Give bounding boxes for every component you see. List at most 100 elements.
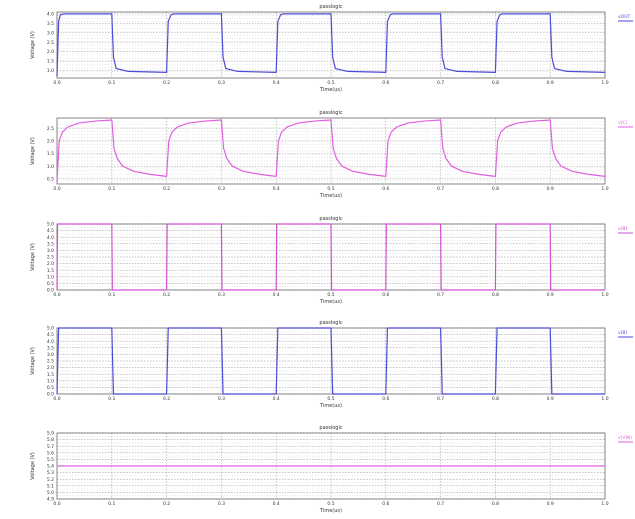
x-tick-label: 0.0 bbox=[53, 292, 60, 298]
x-tick-label: 1.0 bbox=[601, 396, 608, 402]
x-tick-label: 0.5 bbox=[327, 80, 334, 86]
x-tick-label: 0.9 bbox=[547, 80, 554, 86]
y-tick-label: 2.0 bbox=[47, 138, 54, 144]
y-tick-label: 4.0 bbox=[47, 11, 54, 17]
y-tick-label: 3.0 bbox=[47, 248, 54, 254]
y-tick-label: 3.0 bbox=[47, 30, 54, 36]
y-tick-label: 5.4 bbox=[47, 464, 54, 470]
y-tick-label: 2.0 bbox=[47, 261, 54, 267]
y-tick-label: 0.0 bbox=[47, 288, 54, 294]
legend-label: v(B) bbox=[618, 330, 628, 336]
x-tick-label: 0.6 bbox=[382, 80, 389, 86]
x-tick-label: 0.1 bbox=[108, 186, 115, 192]
x-tick-label: 0.2 bbox=[163, 501, 170, 507]
x-tick-label: 0.2 bbox=[163, 292, 170, 298]
x-tick-label: 0.8 bbox=[492, 80, 499, 86]
y-tick-label: 4.0 bbox=[47, 339, 54, 345]
x-tick-label: 0.6 bbox=[382, 501, 389, 507]
x-tick-label: 0.6 bbox=[382, 396, 389, 402]
x-tick-label: 0.8 bbox=[492, 186, 499, 192]
legend-label: vOUT bbox=[618, 14, 630, 20]
y-tick-label: 5.1 bbox=[47, 483, 54, 489]
y-tick-label: 5.8 bbox=[47, 437, 54, 443]
y-tick-label: 4.5 bbox=[47, 228, 54, 234]
legend-label: v(VIN) bbox=[618, 435, 632, 441]
x-tick-label: 0.2 bbox=[163, 80, 170, 86]
y-tick-label: 3.5 bbox=[47, 345, 54, 351]
y-axis-label: Voltage (V) bbox=[30, 31, 36, 59]
y-tick-label: 2.5 bbox=[47, 40, 54, 46]
x-tick-label: 0.4 bbox=[273, 501, 280, 507]
y-tick-label: 1.0 bbox=[47, 68, 54, 74]
y-tick-label: 2.5 bbox=[47, 126, 54, 132]
x-tick-label: 0.9 bbox=[547, 186, 554, 192]
x-tick-label: 0.7 bbox=[437, 396, 444, 402]
x-tick-label: 0.7 bbox=[437, 186, 444, 192]
x-tick-label: 0.7 bbox=[437, 501, 444, 507]
x-axis-label: Time(us) bbox=[319, 403, 342, 409]
x-tick-label: 0.1 bbox=[108, 501, 115, 507]
series-line bbox=[56, 119, 606, 182]
y-tick-label: 2.5 bbox=[47, 359, 54, 365]
y-tick-label: 3.5 bbox=[47, 21, 54, 27]
x-tick-label: 0.0 bbox=[53, 396, 60, 402]
x-tick-label: 0.6 bbox=[382, 186, 389, 192]
x-tick-label: 0.8 bbox=[492, 396, 499, 402]
chart-title: passlogic bbox=[319, 110, 342, 116]
x-tick-label: 0.3 bbox=[218, 396, 225, 402]
x-tick-label: 0.5 bbox=[327, 292, 334, 298]
y-tick-label: 2.0 bbox=[47, 365, 54, 371]
y-tick-label: 1.0 bbox=[47, 274, 54, 280]
y-tick-label: 0.0 bbox=[47, 392, 54, 398]
x-axis-label: Time(us) bbox=[319, 299, 342, 305]
chart-panel: 0.0 0.1 0.2 0.3 0.4 0.5 0.6 0.7 0.8 0.9 1.0 0.5 1.0 1… bbox=[30, 110, 633, 199]
x-tick-label: 0.4 bbox=[273, 292, 280, 298]
y-axis-label: Voltage (V) bbox=[30, 243, 36, 271]
x-tick-label: 0.7 bbox=[437, 80, 444, 86]
chart-title: passlogic bbox=[319, 320, 342, 326]
x-tick-label: 0.5 bbox=[327, 501, 334, 507]
plot-frame bbox=[56, 117, 606, 185]
x-tick-label: 0.3 bbox=[218, 292, 225, 298]
y-tick-label: 1.0 bbox=[47, 164, 54, 170]
y-tick-label: 2.0 bbox=[47, 49, 54, 55]
x-tick-label: 0.4 bbox=[273, 186, 280, 192]
y-tick-label: 5.5 bbox=[47, 457, 54, 463]
y-tick-label: 1.5 bbox=[47, 268, 54, 274]
legend-label: v(B) bbox=[618, 226, 628, 232]
x-tick-label: 0.5 bbox=[327, 186, 334, 192]
y-tick-label: 5.6 bbox=[47, 450, 54, 456]
x-tick-label: 0.0 bbox=[53, 80, 60, 86]
y-tick-label: 4.5 bbox=[47, 332, 54, 338]
x-tick-label: 0.0 bbox=[53, 186, 60, 192]
x-axis-label: Time(us) bbox=[319, 508, 342, 514]
x-tick-label: 1.0 bbox=[601, 292, 608, 298]
legend-label: v(C) bbox=[618, 120, 628, 126]
x-tick-label: 1.0 bbox=[601, 80, 608, 86]
chart-title: passlogic bbox=[319, 4, 342, 10]
series-line bbox=[56, 223, 605, 291]
x-tick-label: 0.0 bbox=[53, 501, 60, 507]
y-tick-label: 4.0 bbox=[47, 235, 54, 241]
x-tick-label: 0.1 bbox=[108, 292, 115, 298]
x-tick-label: 0.9 bbox=[547, 396, 554, 402]
x-axis-label: Time(us) bbox=[319, 193, 342, 199]
x-tick-label: 0.3 bbox=[218, 186, 225, 192]
y-tick-label: 5.0 bbox=[47, 490, 54, 496]
x-tick-label: 0.1 bbox=[108, 396, 115, 402]
y-axis-label: Voltage (V) bbox=[30, 347, 36, 375]
y-tick-label: 5.9 bbox=[47, 431, 54, 437]
x-tick-label: 0.9 bbox=[547, 501, 554, 507]
y-tick-label: 1.0 bbox=[47, 378, 54, 384]
y-tick-label: 5.3 bbox=[47, 470, 54, 476]
y-axis-label: Voltage (V) bbox=[30, 452, 36, 480]
x-axis-label: Time(us) bbox=[319, 87, 342, 93]
y-tick-label: 2.5 bbox=[47, 255, 54, 261]
x-tick-label: 0.4 bbox=[273, 80, 280, 86]
chart-title: passlogic bbox=[319, 216, 342, 222]
x-tick-label: 0.5 bbox=[327, 396, 334, 402]
y-tick-label: 1.5 bbox=[47, 372, 54, 378]
y-tick-label: 0.5 bbox=[47, 177, 54, 183]
x-tick-label: 0.6 bbox=[382, 292, 389, 298]
